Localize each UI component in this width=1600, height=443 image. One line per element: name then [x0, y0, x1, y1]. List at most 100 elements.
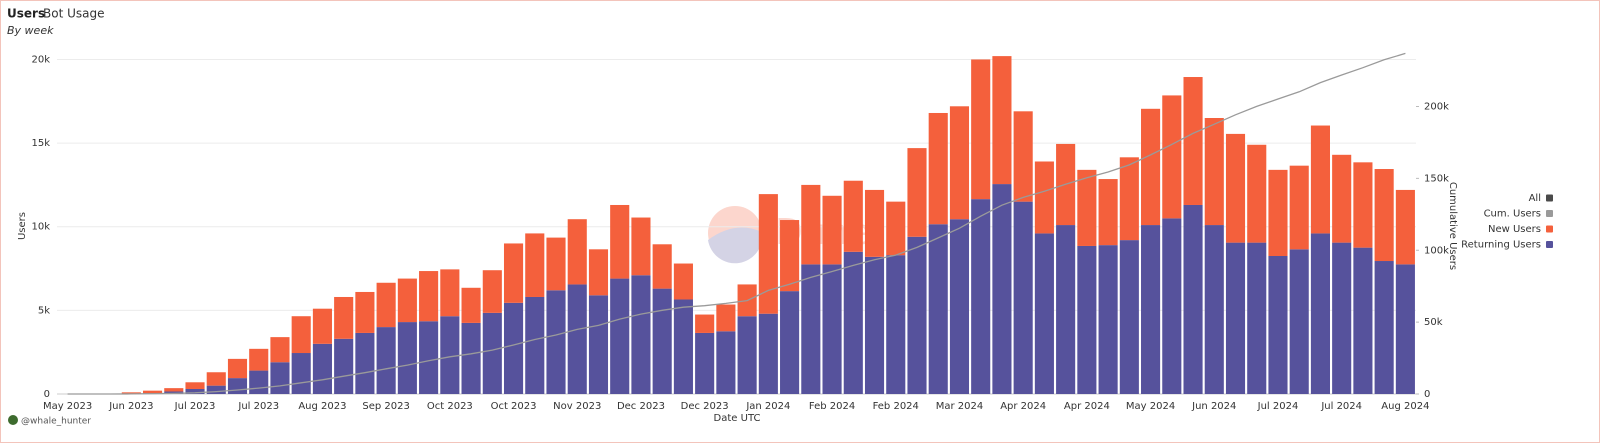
bar: [1268, 256, 1288, 394]
y2-tick-label: 50k: [1424, 317, 1443, 328]
bar: [1332, 154, 1352, 243]
bar: [673, 263, 693, 300]
bar: [652, 244, 672, 289]
bar: [206, 385, 226, 394]
bar: [673, 299, 693, 394]
bar: [1119, 240, 1139, 394]
tab[interactable]: Bot Usage: [43, 7, 104, 21]
bar: [546, 237, 566, 291]
bar: [1034, 233, 1054, 394]
x-tick-label: Jun 2023: [108, 401, 153, 412]
bar: [185, 388, 205, 394]
y2-tick-label: 200k: [1424, 102, 1449, 113]
bar: [503, 243, 524, 303]
bar: [780, 220, 800, 292]
bar: [1225, 133, 1246, 243]
y-axis-title: Users: [17, 212, 28, 240]
bar: [588, 295, 609, 394]
x-tick-label: Feb 2024: [873, 401, 919, 412]
bar: [1141, 108, 1161, 226]
bar: [822, 264, 842, 394]
bar: [482, 312, 502, 394]
x-tick-label: Jul 2024: [1320, 401, 1362, 412]
x-tick-label: Aug 2024: [1381, 401, 1429, 412]
legend-swatch[interactable]: [1546, 241, 1553, 248]
bar: [907, 236, 927, 394]
x-tick-label: Oct 2023: [427, 401, 473, 412]
bar: [1162, 218, 1182, 394]
x-tick-label: Aug 2023: [298, 401, 346, 412]
bar: [312, 343, 332, 394]
bar: [1225, 242, 1246, 394]
y2-tick-label: 150k: [1424, 173, 1449, 184]
bar: [206, 372, 226, 386]
bar: [1247, 242, 1267, 394]
bar: [822, 195, 842, 265]
x-axis-title: Date UTC: [714, 413, 761, 424]
x-tick-label: Jan 2024: [745, 401, 790, 412]
bar: [1034, 161, 1054, 234]
x-tick-label: Feb 2024: [809, 401, 855, 412]
bar: [928, 224, 948, 394]
chart-title[interactable]: Users: [7, 7, 45, 21]
x-tick-label: Dec 2023: [681, 401, 729, 412]
bar: [312, 308, 332, 344]
bar: [1162, 95, 1182, 219]
watermark-logo: [708, 206, 763, 264]
x-tick-label: Jul 2024: [1257, 401, 1299, 412]
bar: [525, 233, 545, 297]
bar: [503, 302, 524, 394]
bar: [142, 390, 163, 394]
y2-axis-title: Cumulative Users: [1447, 182, 1458, 270]
bar: [864, 256, 885, 394]
bar: [1289, 165, 1309, 250]
legend-label[interactable]: All: [1529, 193, 1541, 204]
subtitle: By week: [7, 24, 54, 37]
bar: [1077, 169, 1097, 246]
bar: [249, 370, 269, 394]
legend-swatch[interactable]: [1546, 194, 1553, 202]
x-tick-label: Apr 2024: [1064, 401, 1110, 412]
bar: [397, 278, 417, 323]
bar: [461, 287, 481, 323]
bar: [1183, 77, 1203, 205]
legend-swatch[interactable]: [1546, 210, 1553, 217]
bar: [355, 291, 375, 333]
bar: [716, 304, 736, 332]
y-tick-label: 0: [44, 389, 50, 400]
bar: [1098, 245, 1118, 394]
bar: [1268, 169, 1288, 256]
bar: [164, 391, 184, 394]
bar: [716, 331, 736, 394]
bar: [843, 251, 863, 394]
x-tick-label: Jul 2023: [237, 401, 279, 412]
legend-label[interactable]: New Users: [1488, 224, 1541, 235]
bar: [886, 255, 906, 394]
x-tick-label: Apr 2024: [1000, 401, 1046, 412]
bar: [907, 148, 927, 237]
bar: [525, 296, 545, 394]
bar: [949, 219, 970, 394]
bar: [631, 217, 651, 276]
bar: [334, 296, 354, 339]
y2-tick-label: 0: [1424, 389, 1430, 400]
avatar: [8, 415, 18, 425]
bar: [1374, 169, 1394, 262]
bar: [355, 332, 375, 394]
bar: [1353, 162, 1373, 248]
legend-label[interactable]: Returning Users: [1461, 240, 1541, 251]
bar: [1056, 225, 1076, 394]
bar: [227, 378, 248, 394]
legend-swatch[interactable]: [1546, 225, 1553, 233]
bar: [546, 290, 566, 394]
bar: [695, 332, 715, 394]
bar: [588, 249, 609, 296]
bar: [695, 314, 715, 333]
bar: [440, 269, 460, 317]
legend-label[interactable]: Cum. Users: [1484, 209, 1541, 220]
bar: [652, 288, 672, 394]
credit[interactable]: @whale_hunter: [21, 417, 91, 427]
bar: [397, 322, 417, 394]
x-tick-label: Mar 2024: [936, 401, 984, 412]
